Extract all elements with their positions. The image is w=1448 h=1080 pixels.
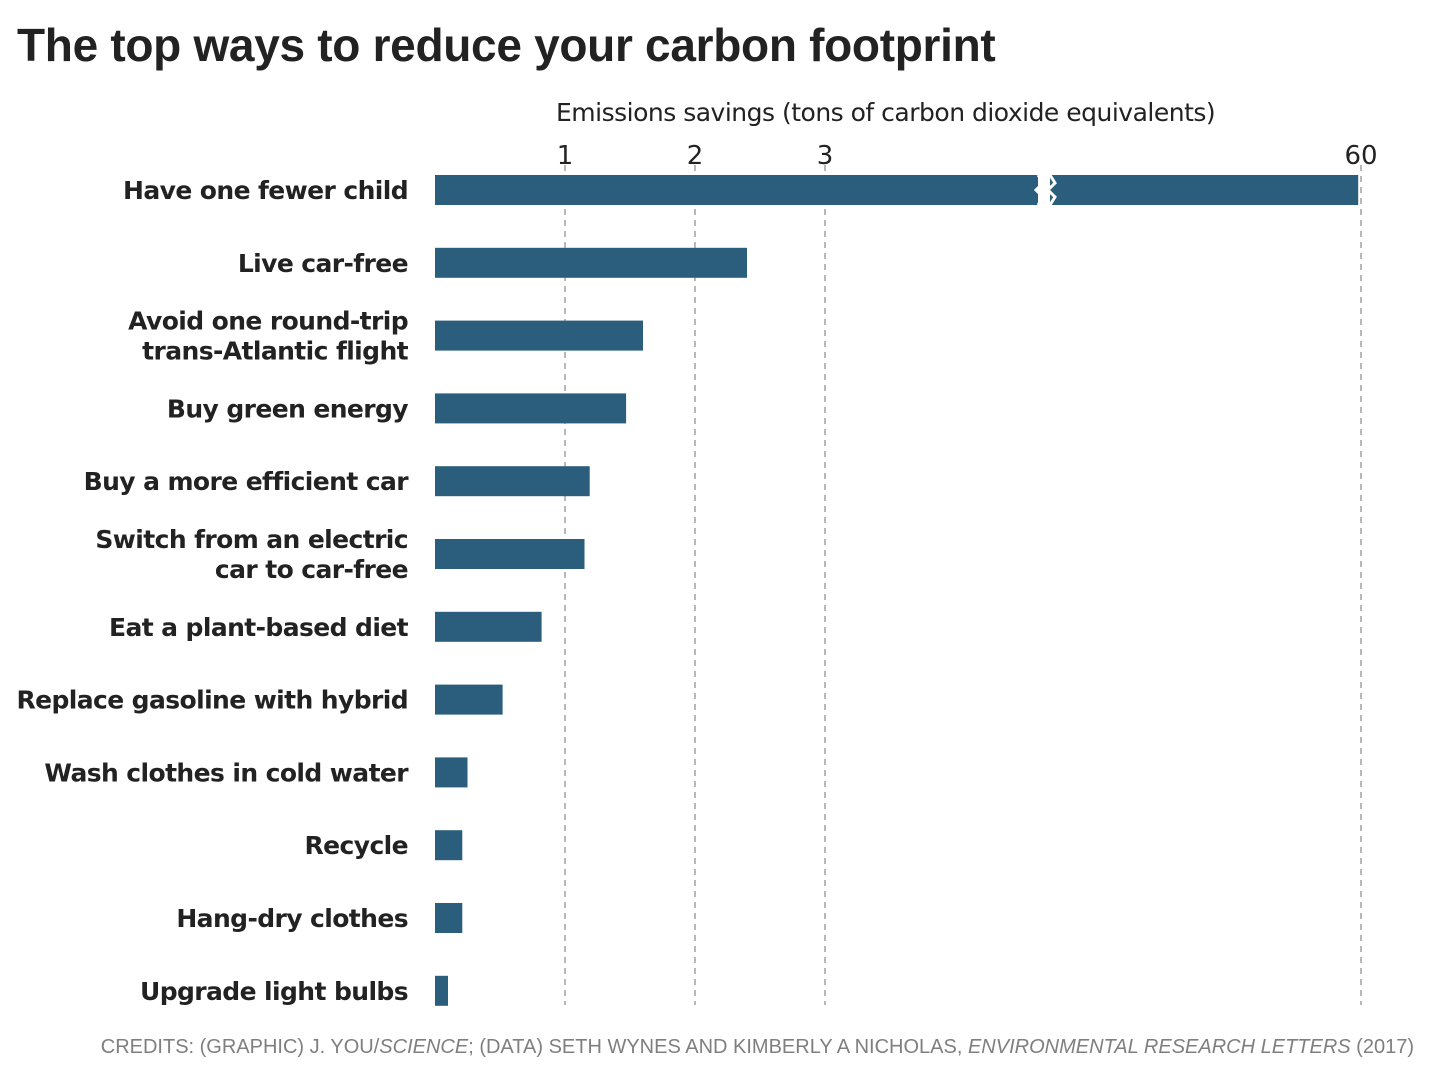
- category-label: Hang-dry clothes: [176, 904, 408, 933]
- credits-text-3: (2017): [1350, 1036, 1414, 1058]
- category-label: Eat a plant-based diet: [109, 613, 409, 642]
- credits-text-1: CREDITS: (GRAPHIC) J. YOU/: [100, 1036, 380, 1058]
- category-label: Wash clothes in cold water: [44, 758, 409, 787]
- category-label: Have one fewer child: [123, 176, 408, 205]
- category-label: Live car-free: [238, 249, 408, 278]
- bar: [435, 830, 463, 861]
- x-tick-labels: 1 2 3 60: [557, 141, 1378, 171]
- credits-publication: ENVIRONMENTAL RESEARCH LETTERS: [967, 1036, 1351, 1058]
- category-label: car to car-free: [215, 555, 408, 584]
- category-label: Recycle: [305, 831, 408, 860]
- category-label: Upgrade light bulbs: [140, 977, 408, 1006]
- bar: [435, 320, 643, 351]
- x-tick-label: 1: [557, 141, 574, 171]
- credits-text-2: ; (DATA) SETH WYNES AND KIMBERLY A NICHO…: [468, 1036, 968, 1058]
- bar: [435, 611, 542, 642]
- bar-segment-right: [1050, 175, 1359, 205]
- category-label: trans-Atlantic flight: [142, 337, 408, 366]
- category-label: Replace gasoline with hybrid: [16, 686, 408, 715]
- x-axis-title: Emissions savings (tons of carbon dioxid…: [556, 98, 1216, 127]
- grid-lines: [564, 165, 1362, 1005]
- category-label: Switch from an electric: [95, 525, 408, 554]
- bar: [435, 975, 448, 1006]
- category-label: Buy a more efficient car: [84, 467, 410, 496]
- bar-segment-left: [435, 175, 1038, 205]
- bar: [435, 539, 585, 569]
- category-labels: Have one fewer child Live car-free Avoid o…: [16, 176, 409, 1006]
- credits: CREDITS: (GRAPHIC) J. YOU/SCIENCE; (DATA…: [101, 1036, 1414, 1059]
- x-tick-label: 2: [687, 141, 704, 171]
- credits-journal: SCIENCE: [379, 1036, 469, 1058]
- category-label: Buy green energy: [167, 394, 408, 423]
- category-label: Avoid one round-trip: [128, 307, 408, 336]
- bar: [435, 684, 503, 715]
- x-tick-label: 3: [817, 141, 834, 171]
- bar: [435, 903, 463, 933]
- bar: [435, 393, 627, 424]
- x-tick-label: 60: [1344, 141, 1377, 171]
- axis-break-mark: [1045, 174, 1057, 206]
- chart-title: The top ways to reduce your carbon footp…: [17, 19, 996, 71]
- bar: [435, 247, 747, 278]
- bar: [435, 757, 468, 788]
- axis-break-mark: [1033, 174, 1045, 206]
- bar: [435, 466, 590, 497]
- bars: [435, 174, 1359, 1006]
